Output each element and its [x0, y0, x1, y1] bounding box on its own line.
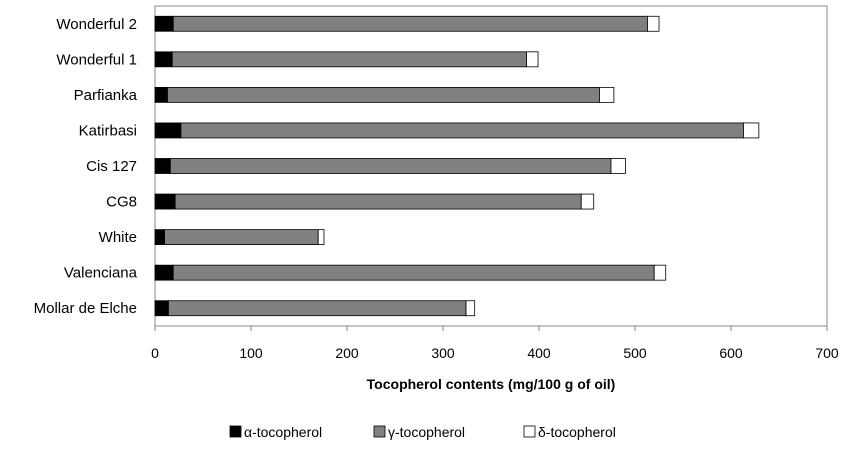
- category-label-cis-127: Cis 127: [86, 158, 137, 175]
- bar-wonderful-1-series-1: [171, 51, 527, 68]
- bar-valenciana-series-2: [653, 264, 667, 281]
- bar-wonderful-2-series-0: [154, 15, 174, 32]
- bar-valenciana-series-1: [172, 264, 655, 281]
- x-tick-label-300: 300: [431, 345, 455, 361]
- bar-white-series-0: [154, 229, 165, 246]
- bar-wonderful-2-series-2: [647, 15, 660, 32]
- category-label-mollar-de-elche: Mollar de Elche: [34, 300, 137, 317]
- x-tick-label-100: 100: [239, 345, 263, 361]
- bar-white-series-1: [164, 229, 319, 246]
- x-axis-title: Tocopherol contents (mg/100 g of oil): [367, 376, 616, 392]
- bar-mollar-de-elche-series-2: [465, 300, 476, 317]
- category-label-katirbasi: Katirbasi: [79, 122, 137, 139]
- x-tick-label-600: 600: [719, 345, 743, 361]
- bar-cis-127-series-2: [610, 158, 626, 174]
- bar-wonderful-1-series-2: [526, 51, 539, 68]
- bar-mollar-de-elche-series-0: [154, 300, 169, 317]
- bar-cg8-series-0: [154, 193, 176, 210]
- bar-katirbasi-series-2: [743, 122, 760, 139]
- legend-label-1: γ-tocopherol: [388, 424, 465, 440]
- bar-cis-127-series-0: [154, 158, 171, 174]
- bar-wonderful-1-series-0: [154, 51, 173, 68]
- legend-label-0: α-tocopherol: [244, 424, 322, 440]
- category-label-wonderful-1: Wonderful 1: [56, 51, 137, 68]
- x-tick-label-500: 500: [623, 345, 647, 361]
- bar-wonderful-2-series-1: [172, 15, 648, 32]
- bars-group: [154, 15, 760, 317]
- legend: α-tocopherol γ-tocopherol δ-tocopherol: [229, 424, 616, 440]
- bar-cis-127-series-1: [169, 158, 612, 174]
- x-tick-label-0: 0: [151, 345, 159, 361]
- bar-mollar-de-elche-series-1: [168, 300, 467, 317]
- bar-white-series-2: [317, 229, 325, 246]
- bar-cg8-series-2: [580, 193, 595, 210]
- bar-katirbasi-series-0: [154, 122, 182, 139]
- legend-swatch-2: [523, 425, 536, 438]
- bar-cg8-series-1: [174, 193, 582, 210]
- category-label-valenciana: Valenciana: [64, 265, 138, 282]
- x-tick-label-400: 400: [527, 345, 551, 361]
- category-label-parfianka: Parfianka: [74, 87, 138, 104]
- bar-parfianka-series-1: [167, 86, 600, 103]
- bar-parfianka-series-2: [599, 86, 615, 103]
- category-label-white: White: [99, 229, 137, 246]
- bar-valenciana-series-0: [154, 264, 174, 281]
- bar-katirbasi-series-1: [180, 122, 744, 139]
- legend-swatch-0: [229, 425, 242, 438]
- category-label-wonderful-2: Wonderful 2: [56, 16, 137, 33]
- x-tick-label-700: 700: [815, 345, 839, 361]
- legend-swatch-1: [373, 425, 386, 438]
- x-tick-label-200: 200: [335, 345, 359, 361]
- category-labels: Wonderful 2 Wonderful 1 Parfianka Katirbasi…: [34, 16, 138, 317]
- x-axis-ticks: 0 100 200 300 400 500 600 700: [151, 326, 839, 361]
- category-label-cg8: CG8: [106, 194, 137, 211]
- bar-parfianka-series-0: [154, 86, 168, 103]
- legend-label-2: δ-tocopherol: [538, 424, 616, 440]
